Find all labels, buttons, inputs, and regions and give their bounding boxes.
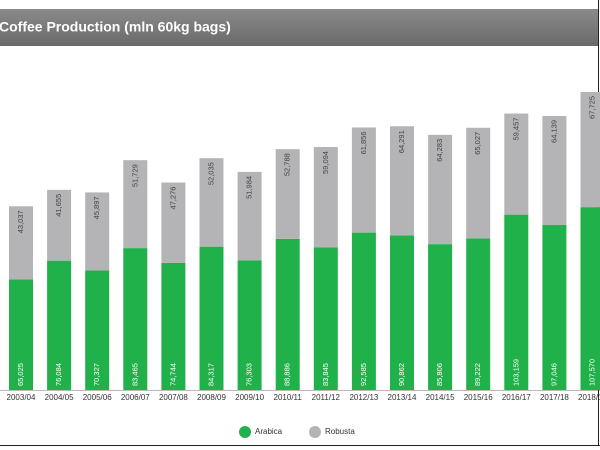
value-label: 67,725	[587, 96, 596, 119]
value-label: 107,570	[587, 359, 596, 386]
value-label: 52,788	[283, 153, 292, 176]
value-label: 45,897	[92, 196, 101, 219]
bar-segment	[275, 149, 300, 239]
legend-label: Arabica	[255, 427, 283, 436]
bar-segment	[542, 225, 567, 390]
value-label: 89,222	[473, 363, 482, 386]
bar-segment	[161, 262, 186, 390]
value-label: 43,037	[16, 210, 25, 233]
bar-segment	[199, 246, 224, 390]
value-label: 97,046	[549, 363, 558, 386]
value-label: 61,856	[359, 131, 368, 154]
bar-segment	[9, 279, 33, 390]
x-tick-label: 2016/17	[502, 393, 531, 402]
bar-segment	[9, 206, 33, 280]
x-tick-label: 2009/10	[235, 393, 264, 402]
chart-title: Coffee Production (mln 60kg bags)	[0, 19, 231, 35]
bar-segment	[542, 115, 567, 226]
value-label: 92,585	[359, 363, 368, 386]
bar-segment	[313, 147, 338, 248]
value-label: 64,291	[397, 130, 406, 153]
value-label: 76,084	[54, 363, 63, 386]
bar-segment	[466, 127, 491, 239]
value-label: 90,862	[397, 363, 406, 386]
bar-segment	[275, 238, 300, 390]
x-tick-label: 2007/08	[159, 393, 188, 402]
value-label: 83,465	[130, 363, 139, 386]
x-tick-label: 2013/14	[388, 393, 417, 402]
bar-segment	[351, 127, 376, 233]
value-label: 84,317	[206, 363, 215, 386]
x-tick-label: 2006/07	[121, 393, 150, 402]
bar-segment	[428, 134, 453, 245]
bar-segment	[85, 192, 110, 271]
x-tick-label: 2015/16	[464, 393, 493, 402]
value-label: 85,806	[435, 363, 444, 386]
bar-segment	[123, 160, 148, 249]
value-label: 47,276	[168, 187, 177, 210]
bar-segment	[47, 189, 72, 261]
value-label: 74,744	[168, 363, 177, 386]
legend-marker	[239, 426, 251, 438]
x-tick-label: 2018/19	[578, 393, 600, 402]
value-label: 83,845	[321, 363, 330, 386]
bar-segment	[504, 113, 529, 215]
bar-segment	[351, 232, 376, 390]
x-tick-label: 2008/09	[197, 393, 226, 402]
bar-segment	[161, 182, 186, 263]
legend-label: Robusta	[325, 427, 355, 436]
legend-marker	[309, 426, 321, 438]
title-bar	[0, 9, 599, 46]
value-label: 52,035	[206, 162, 215, 185]
value-label: 70,327	[92, 363, 101, 386]
value-label: 59,094	[321, 151, 330, 174]
value-label: 64,283	[435, 139, 444, 162]
bar-segment	[390, 126, 414, 236]
x-tick-label: 2010/11	[274, 393, 303, 402]
bar-segment	[390, 235, 414, 390]
value-label: 103,159	[511, 359, 520, 386]
x-tick-label: 2011/12	[312, 393, 341, 402]
bar-segment	[504, 214, 529, 390]
x-tick-label: 2017/18	[540, 393, 569, 402]
bar-segment	[123, 248, 148, 390]
bar-segment	[580, 91, 600, 208]
bar-segment	[237, 260, 262, 390]
value-label: 51,984	[245, 176, 254, 199]
bar-segment	[428, 244, 453, 390]
value-label: 51,729	[130, 164, 139, 187]
x-tick-label: 2014/15	[426, 393, 455, 402]
bar-segment	[313, 247, 338, 390]
bar-segment	[466, 238, 491, 390]
value-label: 65,027	[473, 132, 482, 155]
x-tick-label: 2003/04	[7, 393, 36, 402]
value-label: 59,457	[511, 118, 520, 141]
value-label: 76,303	[245, 363, 254, 386]
bar-segment	[85, 270, 110, 390]
value-label: 64,139	[549, 120, 558, 143]
bar-segment	[580, 207, 600, 390]
x-tick-label: 2004/05	[45, 393, 74, 402]
value-label: 88,886	[283, 363, 292, 386]
bar-segment	[47, 260, 72, 390]
x-tick-label: 2005/06	[83, 393, 112, 402]
value-label: 65,025	[16, 363, 25, 386]
bar-segment	[237, 171, 262, 261]
bar-segment	[199, 158, 224, 247]
value-label: 41,655	[54, 194, 63, 217]
x-tick-label: 2012/13	[349, 393, 378, 402]
